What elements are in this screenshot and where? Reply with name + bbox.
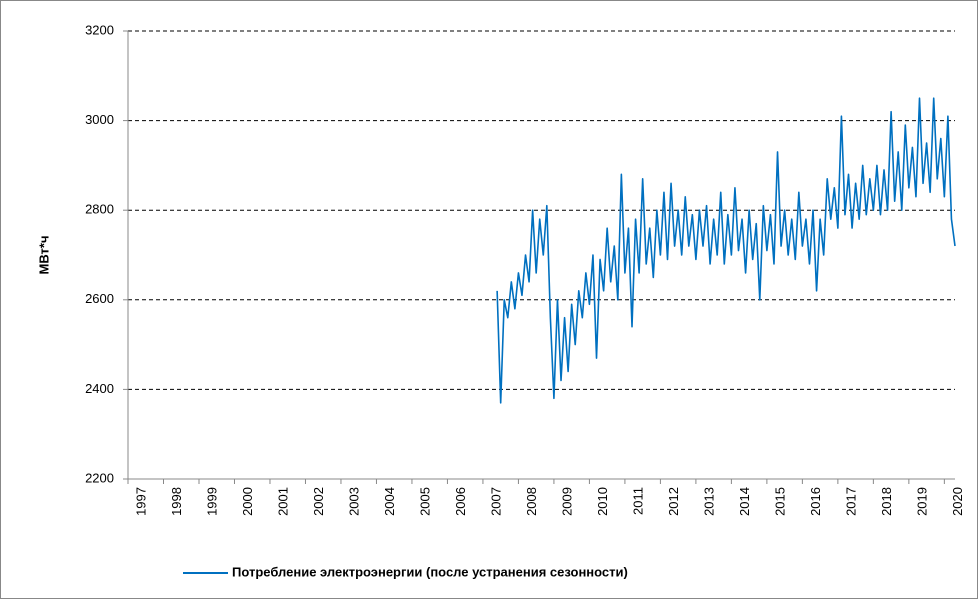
x-tick-label: 1997 [133, 487, 148, 516]
x-tick-label: 2000 [240, 487, 255, 516]
x-tick-label: 2018 [879, 487, 894, 516]
y-tick-label: 2600 [85, 291, 114, 306]
x-tick-label: 2011 [630, 487, 645, 515]
y-axis-label: МВт*ч [36, 235, 51, 274]
x-tick-label: 1999 [204, 487, 219, 516]
x-tick-label: 2009 [559, 487, 574, 516]
y-tick-label: 3000 [85, 112, 114, 127]
x-tick-label: 2015 [772, 487, 787, 516]
x-tick-label: 2019 [914, 487, 929, 516]
x-tick-label: 2004 [382, 487, 397, 516]
x-tick-label: 2003 [346, 487, 361, 516]
x-tick-label: 1998 [169, 487, 184, 516]
x-tick-label: 2006 [453, 487, 468, 516]
y-tick-label: 3200 [85, 22, 114, 37]
x-tick-label: 2012 [666, 487, 681, 516]
x-tick-label: 2017 [843, 487, 858, 516]
x-tick-label: 2014 [737, 487, 752, 516]
x-tick-label: 2020 [950, 487, 965, 516]
y-tick-label: 2800 [85, 202, 114, 217]
x-tick-label: 2016 [808, 487, 823, 516]
x-tick-label: 2010 [595, 487, 610, 516]
legend-label: Потребление электроэнергии (после устран… [232, 564, 628, 579]
x-tick-label: 2001 [275, 487, 290, 516]
y-tick-label: 2400 [85, 381, 114, 396]
y-tick-label: 2200 [85, 470, 114, 485]
x-tick-label: 2005 [417, 487, 432, 516]
x-tick-label: 2007 [488, 487, 503, 516]
x-tick-label: 2002 [311, 487, 326, 516]
x-tick-label: 2013 [701, 487, 716, 516]
series-line [496, 97, 956, 404]
x-tick-label: 2008 [524, 487, 539, 516]
